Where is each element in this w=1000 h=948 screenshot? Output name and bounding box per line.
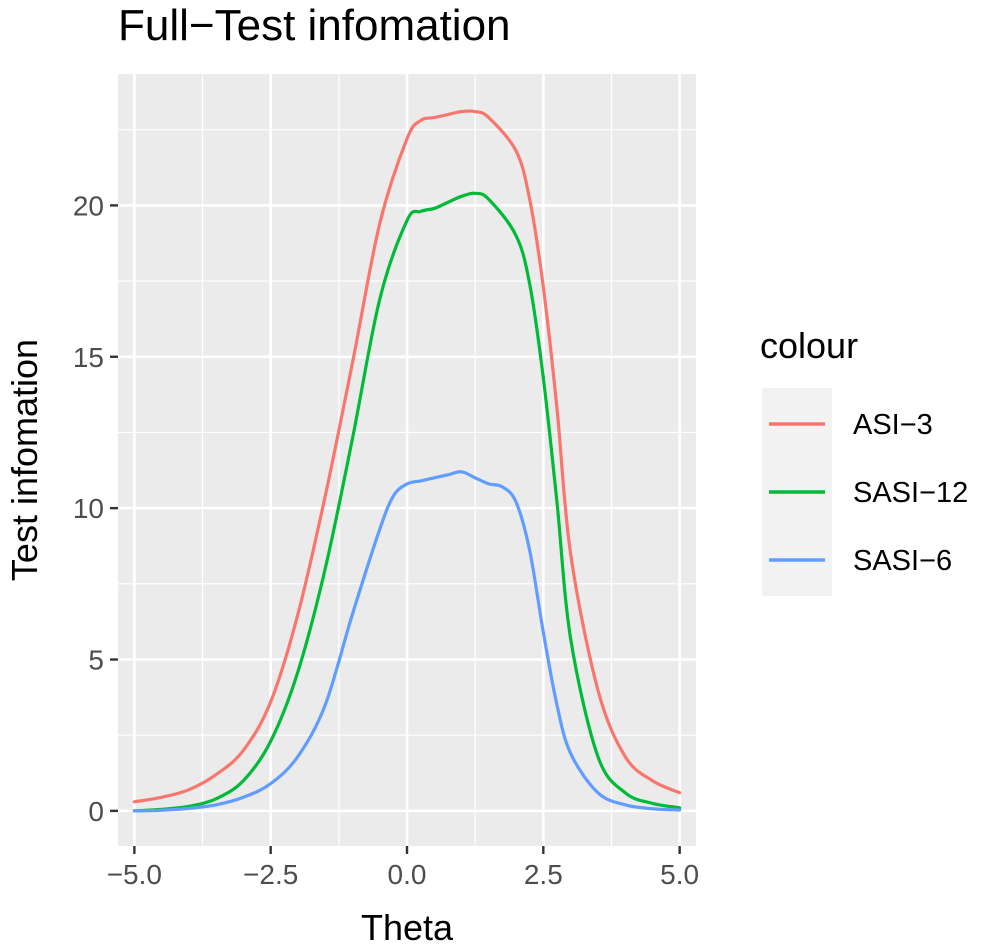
x-tick-label-1: −2.5 xyxy=(243,859,298,890)
y-tick-label-2: 10 xyxy=(73,493,104,524)
x-tick-label-0: −5.0 xyxy=(107,859,162,890)
y-tick-label-0: 0 xyxy=(88,796,104,827)
x-axis-title: Theta xyxy=(361,907,454,948)
x-axis: −5.0 −2.5 0.0 2.5 5.0 xyxy=(107,846,699,890)
series-line-2 xyxy=(132,470,682,813)
series-line-0 xyxy=(132,109,682,804)
grid-lines xyxy=(118,74,696,846)
legend: colour ASI−3 SASI−12 SASI−6 xyxy=(760,325,968,596)
legend-label-0: ASI−3 xyxy=(853,409,933,441)
y-tick-label-3: 15 xyxy=(73,342,104,373)
x-tick-label-2: 0.0 xyxy=(388,859,427,890)
y-tick-label-4: 20 xyxy=(73,190,104,221)
legend-entries: ASI−3 SASI−12 SASI−6 xyxy=(769,409,968,577)
y-tick-label-1: 5 xyxy=(88,645,104,676)
series-lines xyxy=(132,109,682,813)
series-line-1 xyxy=(132,191,682,813)
x-tick-label-3: 2.5 xyxy=(524,859,563,890)
y-axis-title: Test infomation xyxy=(4,339,45,581)
chart-title: Full−Test infomation xyxy=(118,1,511,50)
legend-label-1: SASI−12 xyxy=(853,477,968,509)
legend-label-2: SASI−6 xyxy=(853,545,952,577)
y-axis: 0 5 10 15 20 xyxy=(73,190,118,827)
legend-title: colour xyxy=(760,325,858,366)
x-tick-label-4: 5.0 xyxy=(660,859,699,890)
